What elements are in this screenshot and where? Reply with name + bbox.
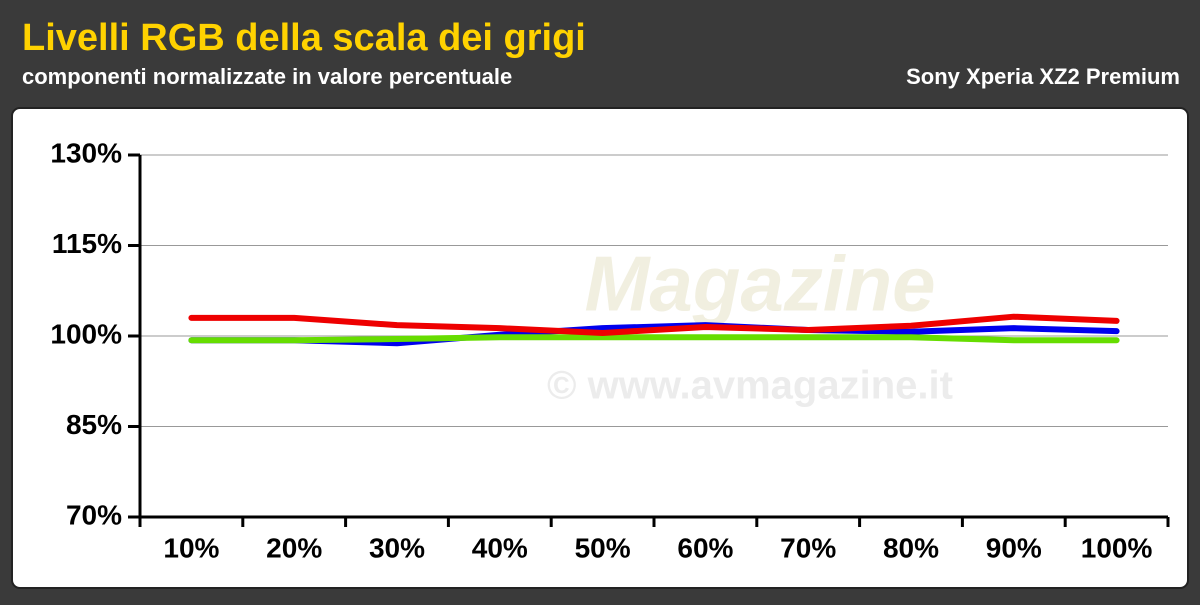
watermark-logo: Magazine — [584, 240, 935, 328]
chart-title: Livelli RGB della scala dei grigi — [22, 17, 586, 59]
y-tick-label: 100% — [50, 318, 122, 349]
y-tick-label: 130% — [50, 137, 122, 168]
y-tick-label: 115% — [52, 228, 122, 259]
x-tick-label: 40% — [472, 532, 528, 563]
data-line — [188, 334, 1120, 344]
data-line — [188, 313, 1120, 336]
x-tick-label: 100% — [1081, 532, 1153, 563]
x-tick-label: 90% — [986, 532, 1042, 563]
x-tick-label: 30% — [369, 532, 425, 563]
y-tick-label: 70% — [66, 499, 122, 530]
device-name: Sony Xperia XZ2 Premium — [906, 64, 1180, 89]
x-tick-label: 70% — [780, 532, 836, 563]
watermark-text: © www.avmagazine.it — [547, 364, 953, 408]
x-tick-label: 50% — [575, 532, 631, 563]
x-tick-label: 80% — [883, 532, 939, 563]
plot-panel — [11, 107, 1189, 589]
x-tick-label: 10% — [163, 532, 219, 563]
chart-subtitle: componenti normalizzate in valore percen… — [22, 64, 512, 89]
header — [0, 0, 1200, 100]
x-tick-label: 60% — [677, 532, 733, 563]
y-tick-label: 85% — [66, 409, 122, 440]
x-tick-label: 20% — [266, 532, 322, 563]
